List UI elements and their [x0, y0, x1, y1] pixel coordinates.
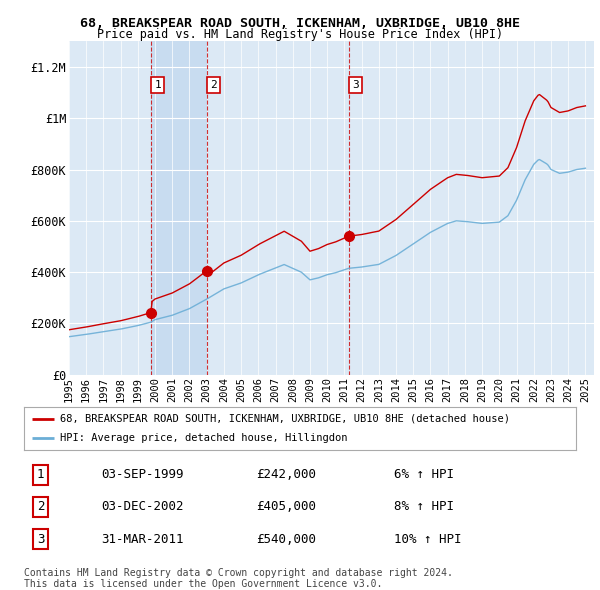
Text: 31-MAR-2011: 31-MAR-2011: [101, 533, 184, 546]
Text: 1: 1: [37, 468, 44, 481]
Text: Price paid vs. HM Land Registry's House Price Index (HPI): Price paid vs. HM Land Registry's House …: [97, 28, 503, 41]
Text: 2: 2: [210, 80, 217, 90]
Bar: [151, 41, 207, 375]
Text: 68, BREAKSPEAR ROAD SOUTH, ICKENHAM, UXBRIDGE, UB10 8HE (detached house): 68, BREAKSPEAR ROAD SOUTH, ICKENHAM, UXB…: [60, 414, 510, 424]
Text: 1: 1: [154, 80, 161, 90]
Text: £540,000: £540,000: [256, 533, 316, 546]
Text: 68, BREAKSPEAR ROAD SOUTH, ICKENHAM, UXBRIDGE, UB10 8HE: 68, BREAKSPEAR ROAD SOUTH, ICKENHAM, UXB…: [80, 17, 520, 30]
Text: 3: 3: [352, 80, 359, 90]
Text: £405,000: £405,000: [256, 500, 316, 513]
Text: Contains HM Land Registry data © Crown copyright and database right 2024.
This d: Contains HM Land Registry data © Crown c…: [24, 568, 453, 589]
Text: £242,000: £242,000: [256, 468, 316, 481]
Text: 3: 3: [37, 533, 44, 546]
Text: 10% ↑ HPI: 10% ↑ HPI: [394, 533, 461, 546]
Text: 6% ↑ HPI: 6% ↑ HPI: [394, 468, 454, 481]
Text: 8% ↑ HPI: 8% ↑ HPI: [394, 500, 454, 513]
Text: HPI: Average price, detached house, Hillingdon: HPI: Average price, detached house, Hill…: [60, 433, 347, 443]
Text: 03-SEP-1999: 03-SEP-1999: [101, 468, 184, 481]
Text: 2: 2: [37, 500, 44, 513]
Text: 03-DEC-2002: 03-DEC-2002: [101, 500, 184, 513]
